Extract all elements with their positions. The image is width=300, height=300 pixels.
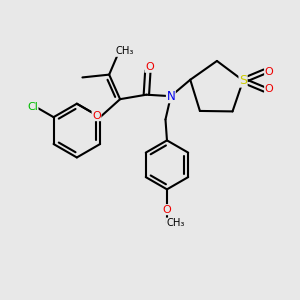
Text: O: O — [265, 67, 273, 76]
Text: Cl: Cl — [27, 102, 38, 112]
Text: O: O — [265, 85, 273, 94]
Text: N: N — [167, 90, 175, 103]
Text: O: O — [145, 62, 154, 72]
Text: S: S — [239, 74, 247, 87]
Text: CH₃: CH₃ — [116, 46, 134, 56]
Text: O: O — [92, 111, 101, 121]
Text: O: O — [163, 205, 171, 215]
Text: CH₃: CH₃ — [166, 218, 184, 228]
